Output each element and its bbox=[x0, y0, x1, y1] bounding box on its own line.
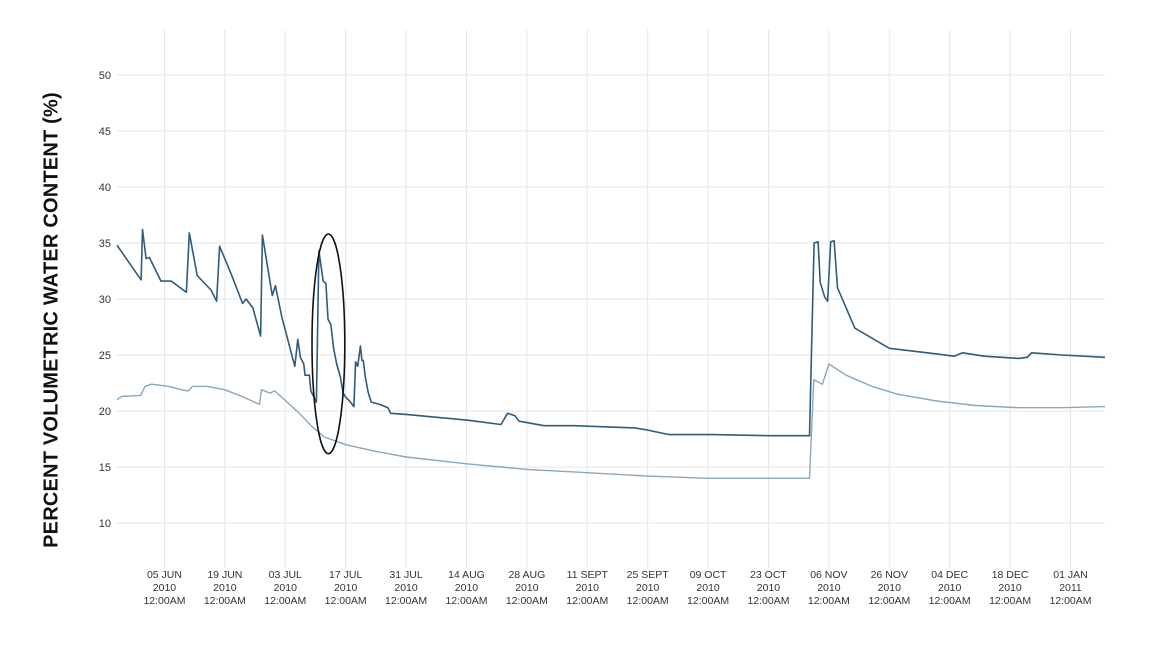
x-tick-label-line: 12:00AM bbox=[506, 595, 548, 607]
grid-layer bbox=[117, 30, 1105, 568]
x-tick-label-line: 03 JUL bbox=[269, 569, 302, 581]
x-tick-label-line: 2010 bbox=[334, 582, 358, 594]
x-tick-label-line: 2011 bbox=[1059, 582, 1082, 594]
series-line-2 bbox=[116, 363, 1106, 479]
series-layer bbox=[116, 228, 1106, 479]
x-tick-label: 09 OCT 2010 12:00AM bbox=[687, 569, 729, 607]
x-tick-label: 31 JUL 2010 12:00AM bbox=[385, 569, 427, 607]
x-tick-label-line: 12:00AM bbox=[808, 595, 850, 607]
x-tick-label-line: 04 DEC bbox=[931, 569, 968, 581]
x-tick-label-line: 28 AUG bbox=[508, 569, 545, 581]
y-axis-label: PERCENT VOLUMETRIC WATER CONTENT (%) bbox=[40, 92, 63, 548]
x-tick-label-line: 2010 bbox=[153, 582, 177, 594]
x-tick-label: 04 DEC 2010 12:00AM bbox=[929, 569, 971, 607]
x-tick-label: 28 AUG 2010 12:00AM bbox=[506, 569, 548, 607]
x-tick-label: 05 JUN 2010 12:00AM bbox=[143, 569, 185, 607]
x-tick-label: 03 JUL 2010 12:00AM bbox=[264, 569, 306, 607]
x-tick-label: 17 JUL 2010 12:00AM bbox=[325, 569, 367, 607]
y-tick-label: 35 bbox=[99, 238, 111, 250]
x-tick-label-line: 2010 bbox=[455, 582, 479, 594]
x-tick-label-line: 01 JAN bbox=[1053, 569, 1087, 581]
x-tick-label-line: 2010 bbox=[696, 582, 720, 594]
x-tick-label: 11 SEPT 2010 12:00AM bbox=[566, 569, 608, 607]
x-tick-label-line: 12:00AM bbox=[687, 595, 729, 607]
x-tick-label-line: 12:00AM bbox=[264, 595, 306, 607]
x-tick-label-line: 06 NOV bbox=[810, 569, 847, 581]
x-tick-label-line: 14 AUG bbox=[448, 569, 485, 581]
x-tick-label-line: 12:00AM bbox=[1049, 595, 1091, 607]
x-tick-label-line: 12:00AM bbox=[143, 595, 185, 607]
x-tick-label-line: 25 SEPT bbox=[627, 569, 670, 581]
x-tick-label-line: 2010 bbox=[213, 582, 237, 594]
x-tick-label-line: 2010 bbox=[878, 582, 902, 594]
x-tick-label-line: 2010 bbox=[636, 582, 660, 594]
y-tick-label: 20 bbox=[99, 406, 111, 418]
x-tick-label-line: 12:00AM bbox=[385, 595, 427, 607]
annotation-layer bbox=[311, 233, 346, 455]
y-axis-ticks: 10 15 20 25 30 35 40 45 50 bbox=[99, 70, 111, 530]
x-tick-label-line: 19 JUN bbox=[207, 569, 242, 581]
x-tick-label-line: 12:00AM bbox=[989, 595, 1031, 607]
x-tick-label-line: 12:00AM bbox=[868, 595, 910, 607]
y-tick-label: 40 bbox=[99, 182, 111, 194]
x-tick-label-line: 12:00AM bbox=[627, 595, 669, 607]
y-tick-label: 10 bbox=[99, 518, 111, 530]
x-tick-label-line: 2010 bbox=[938, 582, 962, 594]
x-tick-label-line: 2010 bbox=[394, 582, 418, 594]
x-tick-label-line: 2010 bbox=[757, 582, 781, 594]
y-tick-label: 30 bbox=[99, 294, 111, 306]
x-tick-label: 25 SEPT 2010 12:00AM bbox=[627, 569, 670, 607]
x-tick-label-line: 17 JUL bbox=[329, 569, 362, 581]
y-tick-label: 15 bbox=[99, 462, 111, 474]
series-line-1 bbox=[116, 228, 1106, 437]
x-tick-label-line: 09 OCT bbox=[690, 569, 727, 581]
x-tick-label-line: 12:00AM bbox=[204, 595, 246, 607]
x-tick-label: 19 JUN 2010 12:00AM bbox=[204, 569, 246, 607]
x-tick-label-line: 18 DEC bbox=[992, 569, 1029, 581]
x-tick-label: 14 AUG 2010 12:00AM bbox=[445, 569, 487, 607]
x-tick-label-line: 12:00AM bbox=[325, 595, 367, 607]
x-tick-label: 06 NOV 2010 12:00AM bbox=[808, 569, 850, 607]
x-tick-label-line: 12:00AM bbox=[566, 595, 608, 607]
x-tick-label-line: 31 JUL bbox=[389, 569, 422, 581]
x-tick-label: 18 DEC 2010 12:00AM bbox=[989, 569, 1031, 607]
x-tick-label-line: 23 OCT bbox=[750, 569, 787, 581]
y-tick-label: 25 bbox=[99, 350, 111, 362]
x-tick-label: 23 OCT 2010 12:00AM bbox=[747, 569, 789, 607]
x-tick-label-line: 2010 bbox=[576, 582, 600, 594]
x-tick-label-line: 05 JUN bbox=[147, 569, 182, 581]
x-tick-label-line: 2010 bbox=[817, 582, 841, 594]
highlight-ellipse bbox=[311, 233, 346, 455]
x-tick-label-line: 2010 bbox=[515, 582, 539, 594]
x-tick-label: 26 NOV 2010 12:00AM bbox=[868, 569, 910, 607]
x-tick-label-line: 12:00AM bbox=[445, 595, 487, 607]
x-tick-label-line: 12:00AM bbox=[929, 595, 971, 607]
x-tick-label-line: 2010 bbox=[998, 582, 1022, 594]
y-tick-label: 50 bbox=[99, 70, 111, 82]
x-tick-label-line: 11 SEPT bbox=[567, 569, 609, 581]
x-tick-label-line: 2010 bbox=[274, 582, 298, 594]
x-tick-label-line: 12:00AM bbox=[747, 595, 789, 607]
x-tick-label: 01 JAN 2011 12:00AM bbox=[1049, 569, 1091, 607]
y-tick-label: 45 bbox=[99, 126, 111, 138]
x-tick-label-line: 26 NOV bbox=[871, 569, 908, 581]
